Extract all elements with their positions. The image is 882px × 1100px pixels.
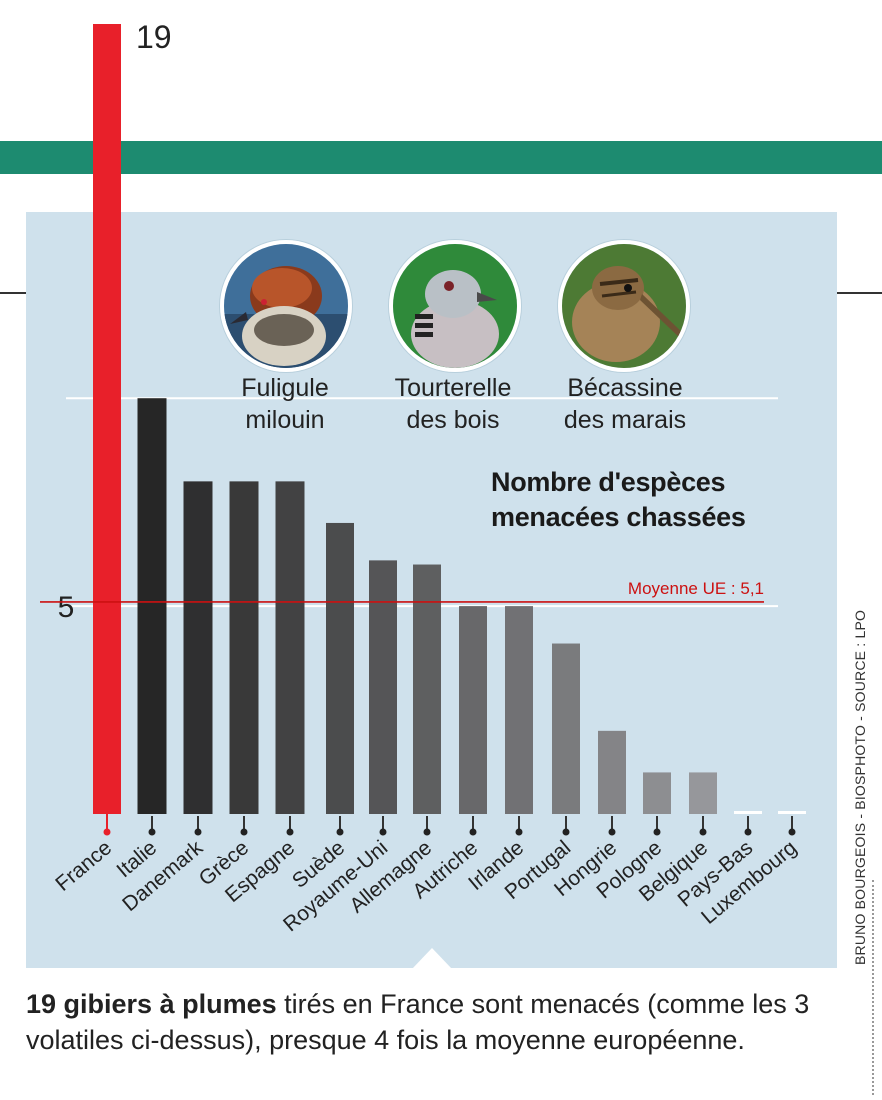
axis-tick-dot	[423, 828, 431, 836]
caption-bold: 19 gibiers à plumes	[26, 989, 277, 1019]
axis-tick-dot	[286, 828, 294, 836]
bird-name-turtle-dove: Tourterelle des bois	[394, 374, 512, 434]
axis-tick-dot	[744, 828, 752, 836]
axis-tick-dot	[240, 828, 248, 836]
bar	[137, 398, 167, 814]
x-tick-label: France	[51, 836, 116, 896]
panel-notch	[412, 948, 452, 969]
average-line-label: Moyenne UE : 5,1	[628, 579, 764, 598]
axis-tick-dot	[469, 828, 477, 836]
bar	[183, 481, 213, 814]
caption-text: tirés en France sont menacés (comme les …	[26, 989, 810, 1055]
axis-tick-dot	[788, 828, 796, 836]
bar	[326, 522, 354, 814]
bar	[734, 811, 762, 814]
turtle-dove-photo-icon	[389, 240, 521, 372]
pochard-photo-icon	[220, 240, 352, 372]
bar	[505, 606, 533, 814]
axis-tick-dot	[653, 828, 661, 836]
bar	[275, 481, 305, 814]
axis-tick-dot	[608, 828, 616, 836]
header-stripe	[0, 141, 882, 174]
bar	[369, 560, 397, 814]
axis-tick-dot	[336, 828, 344, 836]
bar	[552, 643, 580, 814]
divider-right	[837, 292, 882, 294]
axis-tick-dot	[194, 828, 202, 836]
axis-tick-dot	[148, 828, 156, 836]
axis-tick-dot	[515, 828, 523, 836]
bar	[459, 606, 487, 814]
bar	[778, 811, 806, 814]
axis-tick-dot	[379, 828, 387, 836]
photo-credit: BRUNO BOURGEOIS - BIOSPHOTO - SOURCE : L…	[852, 609, 868, 965]
bird-name-snipe: Bécassine des marais	[563, 374, 687, 434]
chart-title: Nombre d'espèces menacées chassées	[491, 467, 746, 532]
bar	[93, 24, 121, 814]
axis-tick-dot	[562, 828, 570, 836]
bar	[413, 564, 441, 814]
y-tick-label: 5	[58, 591, 75, 624]
axis-tick-dot	[699, 828, 707, 836]
caption: 19 gibiers à plumes tirés en France sont…	[26, 986, 856, 1058]
divider-left	[0, 292, 26, 294]
data-label-france: 19	[136, 19, 172, 55]
bar	[598, 730, 626, 814]
bar	[689, 772, 717, 814]
bar	[229, 481, 259, 814]
dotted-rule	[872, 880, 874, 1095]
snipe-photo-icon	[558, 240, 690, 372]
bird-name-pochard: Fuligule milouin	[241, 374, 329, 434]
bar	[643, 772, 671, 814]
axis-tick-dot	[103, 828, 111, 836]
